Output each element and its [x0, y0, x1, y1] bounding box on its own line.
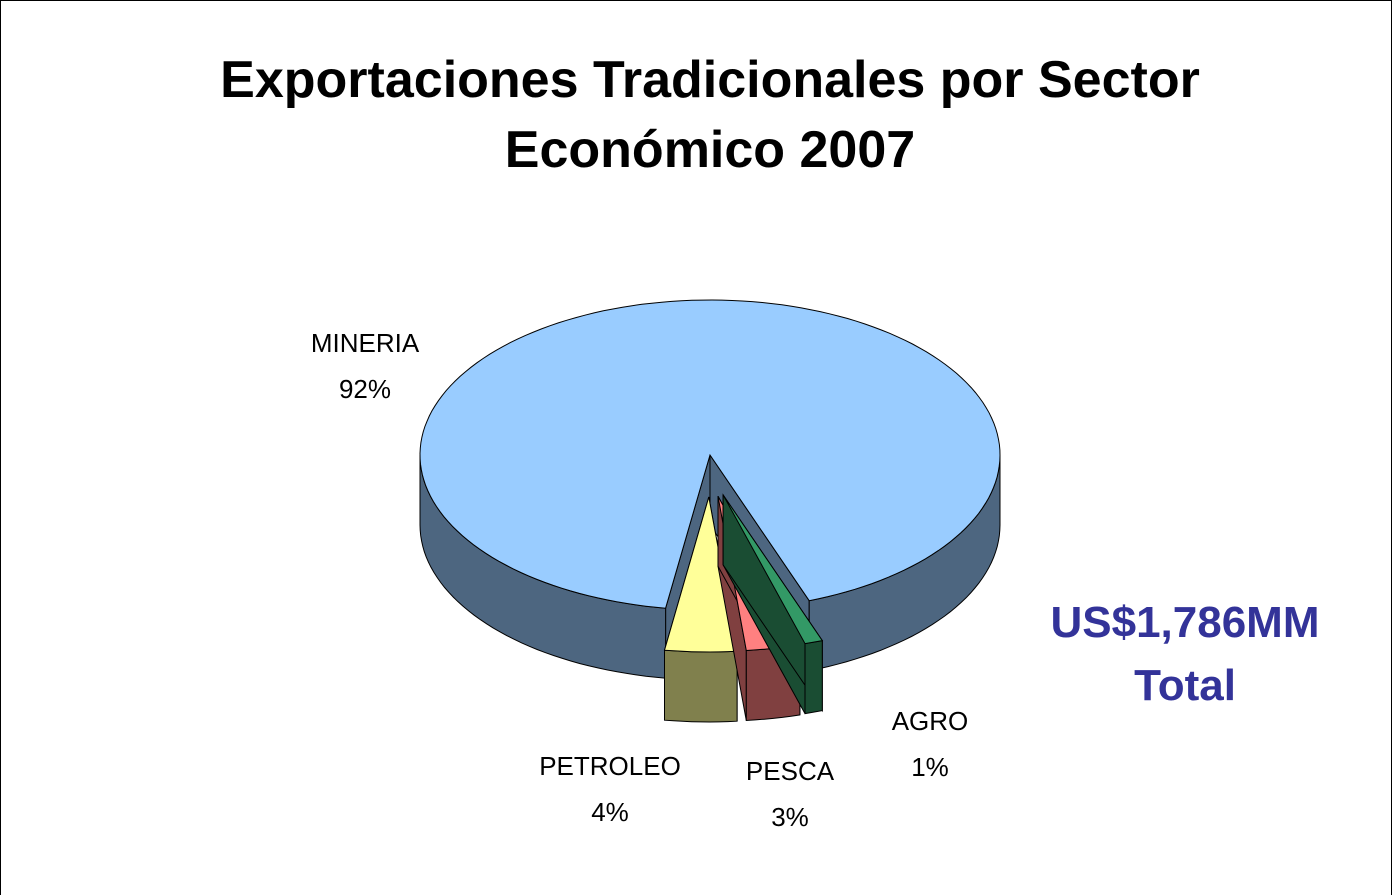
slice-side — [804, 640, 823, 715]
value-label: 4% — [591, 797, 629, 827]
slice-top — [419, 299, 1001, 609]
slice-label: PESCA — [746, 756, 835, 786]
value-label: 1% — [911, 752, 949, 782]
slice — [722, 493, 824, 715]
value-label: 92% — [339, 374, 391, 404]
chart-title: Exportaciones Tradicionales por Sector E… — [220, 51, 1200, 179]
annotation: US$1,786MM — [1050, 598, 1319, 647]
slice-side — [664, 649, 738, 723]
value-label: 3% — [771, 802, 809, 832]
annotation: Total — [1134, 661, 1236, 710]
slice-top — [663, 496, 738, 653]
slice-top — [722, 494, 824, 645]
slice-label: AGRO — [892, 706, 969, 736]
slice-label: PETROLEO — [539, 751, 681, 781]
slice-label: MINERIA — [311, 328, 420, 358]
